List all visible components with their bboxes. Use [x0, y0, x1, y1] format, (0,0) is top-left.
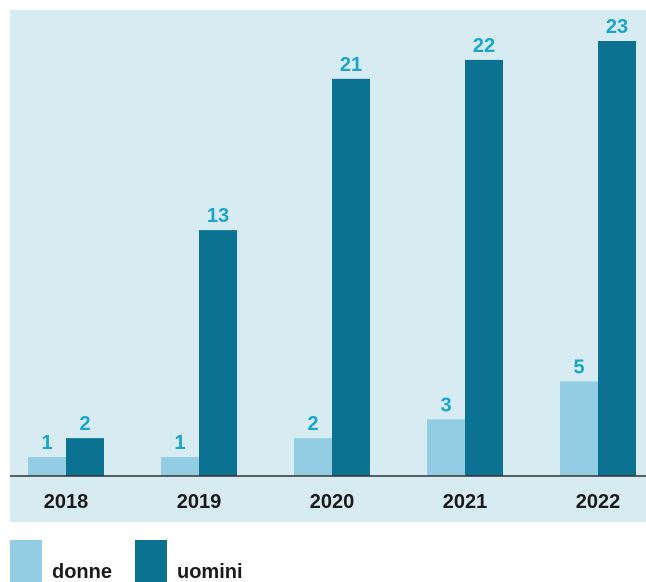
x-tick-label: 2018 — [44, 491, 89, 513]
bar — [598, 41, 636, 476]
x-tick-label: 2019 — [177, 491, 222, 513]
bar — [66, 438, 104, 476]
bar — [161, 457, 199, 476]
plot-background — [10, 10, 646, 522]
bar — [294, 438, 332, 476]
data-label: 21 — [340, 54, 362, 76]
x-tick-label: 2022 — [576, 491, 621, 513]
bar — [465, 59, 503, 476]
data-label: 23 — [606, 16, 628, 38]
bar — [332, 78, 370, 477]
legend-swatch — [10, 540, 42, 582]
legend-label: uomini — [177, 561, 243, 582]
data-label: 22 — [473, 35, 495, 57]
data-label: 2 — [79, 413, 90, 435]
data-label: 1 — [41, 432, 52, 454]
bar — [427, 419, 465, 476]
data-label: 1 — [174, 432, 185, 454]
bar — [560, 381, 598, 476]
bar — [28, 457, 66, 476]
data-label: 3 — [440, 394, 451, 416]
legend-label: donne — [52, 561, 112, 582]
data-label: 5 — [573, 356, 584, 378]
bar — [199, 230, 237, 476]
data-label: 13 — [207, 205, 229, 227]
x-tick-label: 2020 — [310, 491, 355, 513]
x-tick-label: 2021 — [443, 491, 488, 513]
legend-swatch — [135, 540, 167, 582]
data-label: 2 — [307, 413, 318, 435]
